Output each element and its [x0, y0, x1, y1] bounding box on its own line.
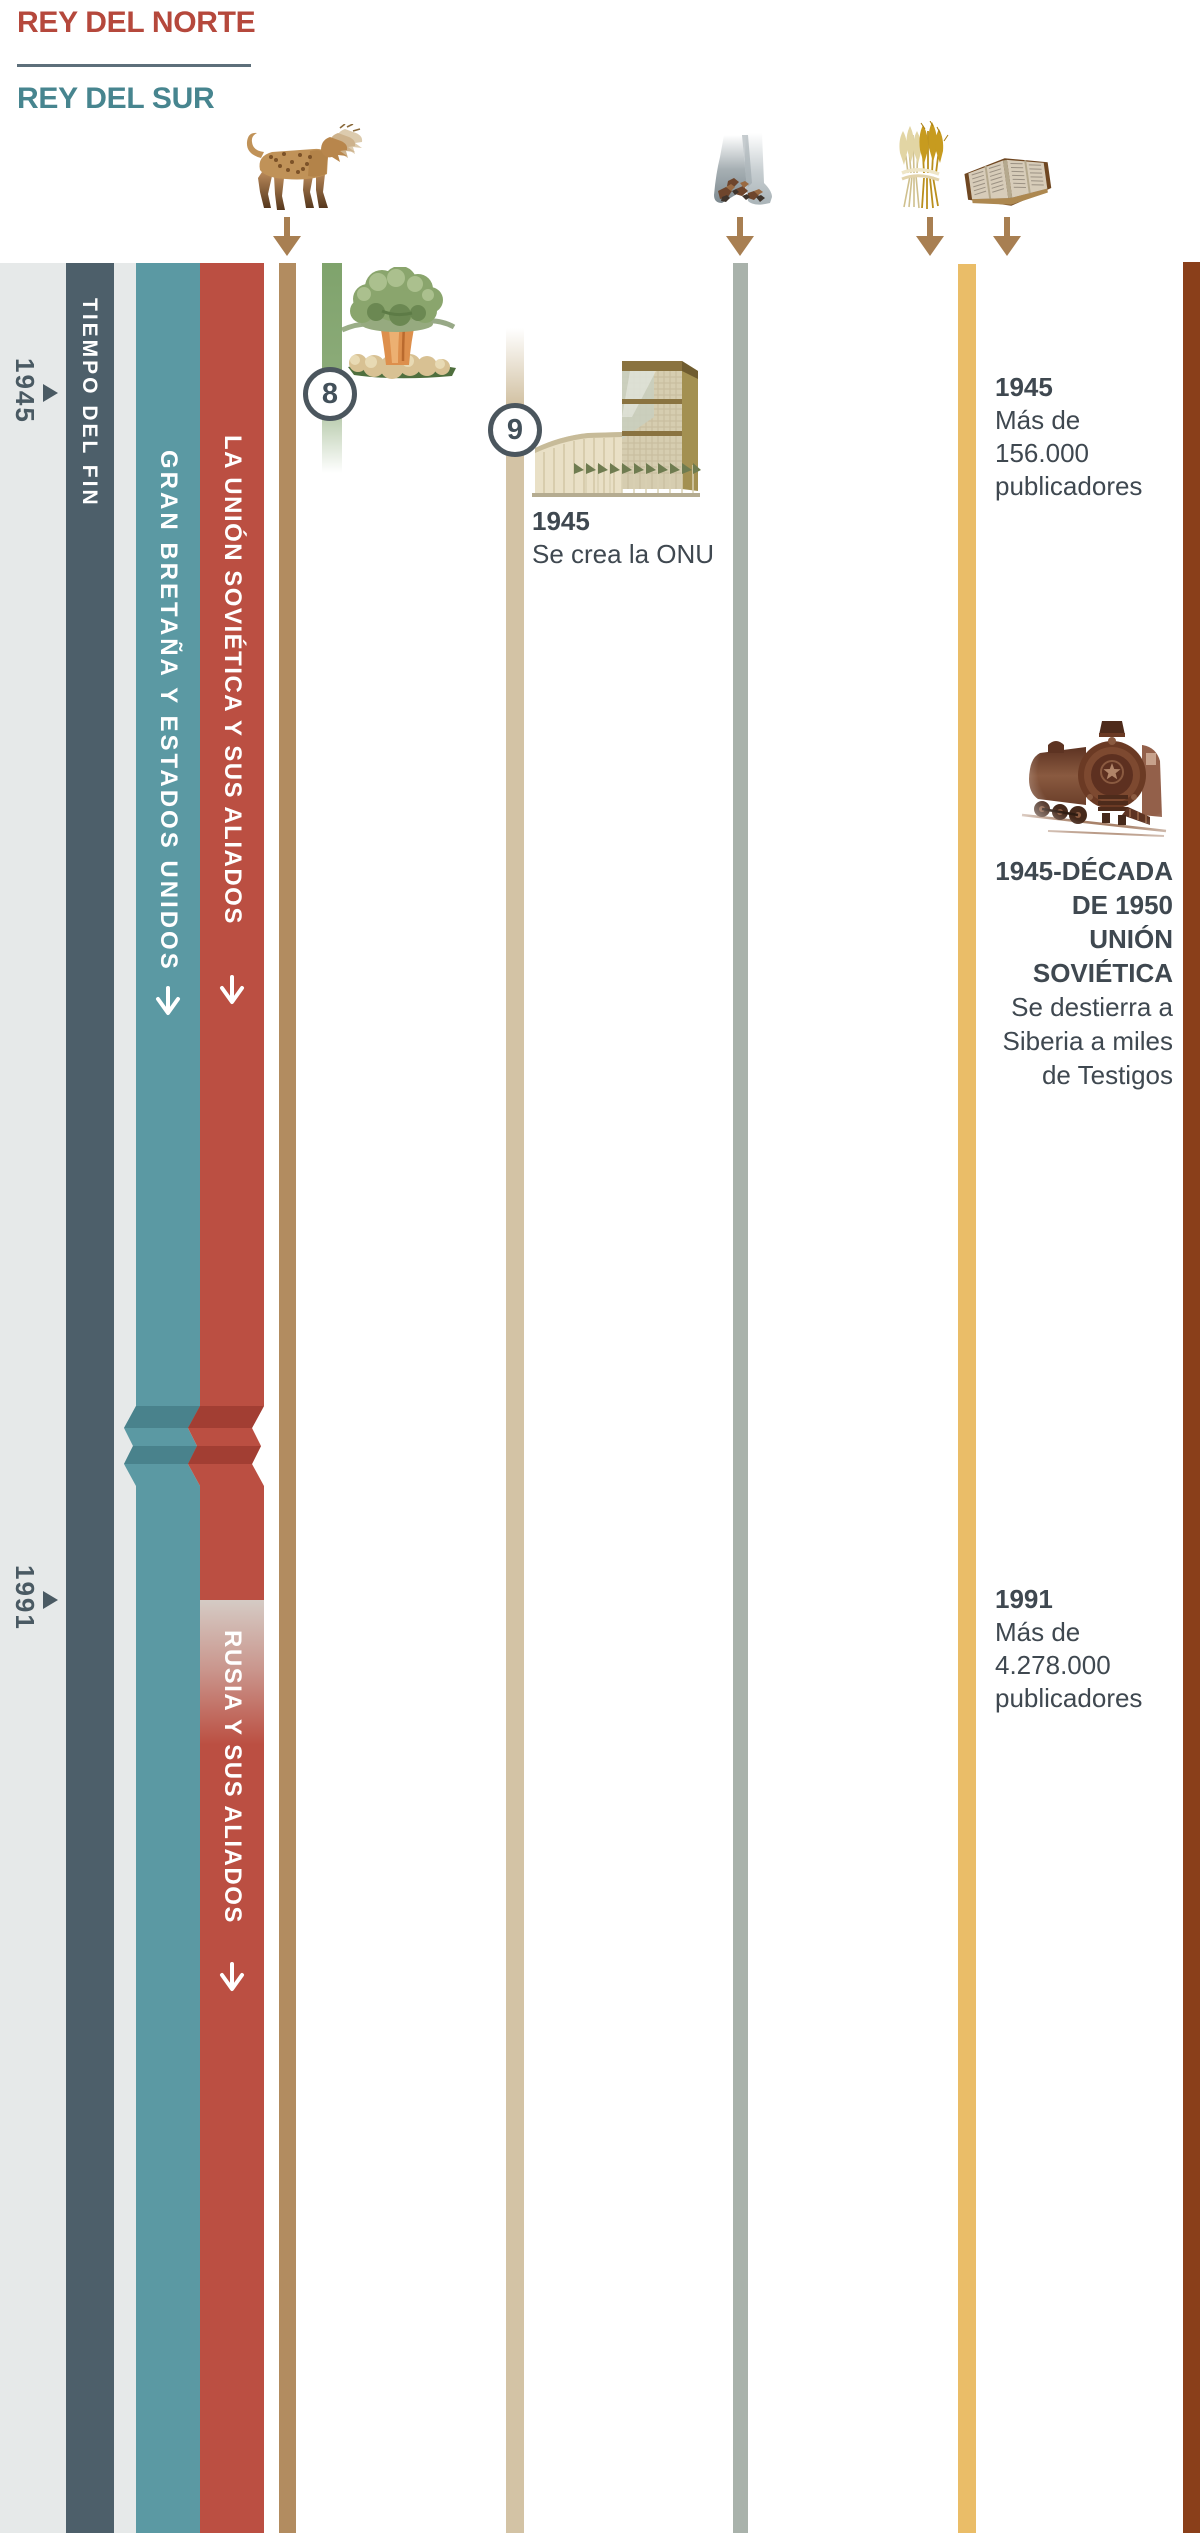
steam-train-icon [1014, 719, 1176, 837]
feet-of-image-bar [733, 263, 748, 2533]
open-book-icon [964, 158, 1052, 206]
event-year: 1945 [995, 372, 1053, 402]
marker-triangle-icon [43, 1591, 58, 1609]
reference-badge-8: 8 [303, 367, 357, 421]
reference-badge-9: 9 [488, 403, 542, 457]
king-north-edge-bar [1183, 262, 1200, 2533]
onu-event-bar [506, 328, 524, 2533]
event-line: publicadores [995, 1683, 1143, 1713]
beast-power-bar [279, 263, 296, 2533]
king-of-north-title: REY DEL NORTE [17, 6, 256, 39]
flags-row [573, 463, 701, 495]
nuclear-explosion-icon [340, 267, 456, 379]
event-onu: 1945 Se crea la ONU [532, 505, 714, 571]
britain-us-label: GRAN BRETAÑA Y ESTADOS UNIDOS [155, 450, 182, 972]
event-publishers-1991: 1991 Más de 4.278.000 publicadores [995, 1583, 1142, 1715]
event-publishers-1945: 1945 Más de 156.000 publicadores [995, 371, 1142, 503]
four-headed-leopard-icon [246, 124, 363, 210]
time-break-zigzag [124, 1406, 264, 1486]
event-title-line: DE 1950 [1071, 890, 1173, 920]
event-body-line: Se destierra a [1011, 992, 1173, 1022]
badge-number: 9 [506, 413, 524, 446]
russia-transition-gradient [200, 1600, 264, 1745]
down-arrow-icon [156, 986, 180, 1015]
britain-us-bar-lower [136, 1486, 200, 2533]
statue-feet-icon [714, 133, 772, 205]
event-title-line: SOVIÉTICA [1032, 958, 1173, 988]
header-divider [17, 64, 251, 67]
event-text: Se crea la ONU [532, 539, 715, 569]
down-arrow-icon [726, 217, 754, 256]
event-title-line: UNIÓN [1089, 924, 1173, 954]
badge-number: 8 [321, 377, 339, 410]
marker-triangle-icon [43, 384, 58, 402]
wheat-sheaf-icon [899, 121, 949, 209]
year-marker-1991: 1991 [10, 1565, 40, 1631]
event-line: 156.000 [995, 438, 1089, 468]
soviet-bar [200, 263, 264, 1406]
down-arrow-icon [220, 975, 244, 1004]
britain-us-bar [136, 263, 200, 1406]
down-arrow-icon [916, 217, 944, 256]
un-headquarters-icon [532, 361, 701, 497]
era-label: TIEMPO DEL FIN [78, 298, 101, 508]
event-line: Más de [995, 1617, 1081, 1647]
event-year: 1945 [532, 506, 590, 536]
king-of-south-title: REY DEL SUR [17, 82, 215, 115]
event-year: 1991 [995, 1584, 1053, 1614]
russia-label: RUSIA Y SUS ALIADOS [219, 1630, 246, 1924]
event-line: Más de [995, 405, 1081, 435]
down-arrow-icon [220, 1962, 244, 1991]
soviet-label: LA UNIÓN SOVIÉTICA Y SUS ALIADOS [219, 435, 246, 925]
event-body-line: de Testigos [1041, 1060, 1173, 1090]
preaching-work-bar [958, 264, 976, 2533]
event-line: publicadores [995, 471, 1143, 501]
event-title-line: 1945-DÉCADA [995, 856, 1173, 886]
event-line: 4.278.000 [995, 1650, 1111, 1680]
down-arrow-icon [273, 217, 301, 256]
year-marker-1945: 1945 [10, 358, 40, 424]
down-arrow-icon [993, 217, 1021, 256]
event-siberia-exile: 1945-DÉCADA DE 1950 UNIÓN SOVIÉTICA Se d… [913, 854, 1173, 1092]
time-of-the-end-bar [66, 263, 114, 2533]
event-body-line: Siberia a miles [1002, 1026, 1173, 1056]
